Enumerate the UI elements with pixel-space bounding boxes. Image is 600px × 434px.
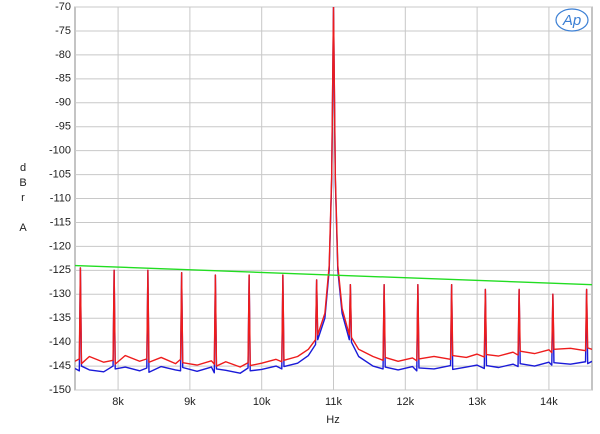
y-tick-label: -125 <box>49 264 71 276</box>
series-group <box>75 7 592 374</box>
x-tick-label: 13k <box>468 396 486 408</box>
x-tick-label: 14k <box>540 396 558 408</box>
y-tick-label: -75 <box>55 25 71 37</box>
x-tick-label: 10k <box>253 396 271 408</box>
y-axis-label: dBr A <box>17 162 29 237</box>
y-tick-label: -110 <box>50 192 71 204</box>
y-tick-label: -90 <box>55 97 71 109</box>
y-tick-label: -140 <box>49 336 71 348</box>
series-line <box>75 264 592 286</box>
x-tick-label: 11k <box>325 396 342 408</box>
y-tick-label: -70 <box>55 1 71 13</box>
y-tick-label: -145 <box>49 360 71 372</box>
y-tick-label: -80 <box>55 49 71 61</box>
x-tick-label: 8k <box>112 396 124 408</box>
y-tick-label: -135 <box>49 312 71 324</box>
y-tick-label: -100 <box>49 145 71 157</box>
x-tick-label: 12k <box>396 396 414 408</box>
y-tick-label: -85 <box>55 73 71 85</box>
logo: Ap <box>555 8 589 32</box>
y-tick-label: -95 <box>55 121 71 133</box>
x-axis-label: Hz <box>326 414 339 426</box>
y-tick-label: -130 <box>49 288 71 300</box>
logo-text: Ap <box>562 12 581 29</box>
series-line <box>75 7 592 368</box>
y-tick-label: -120 <box>49 240 71 252</box>
x-tick-label: 9k <box>184 396 196 408</box>
y-tick-label: -150 <box>49 384 71 396</box>
y-tick-label: -105 <box>49 168 71 180</box>
y-tick-label: -115 <box>50 216 71 228</box>
